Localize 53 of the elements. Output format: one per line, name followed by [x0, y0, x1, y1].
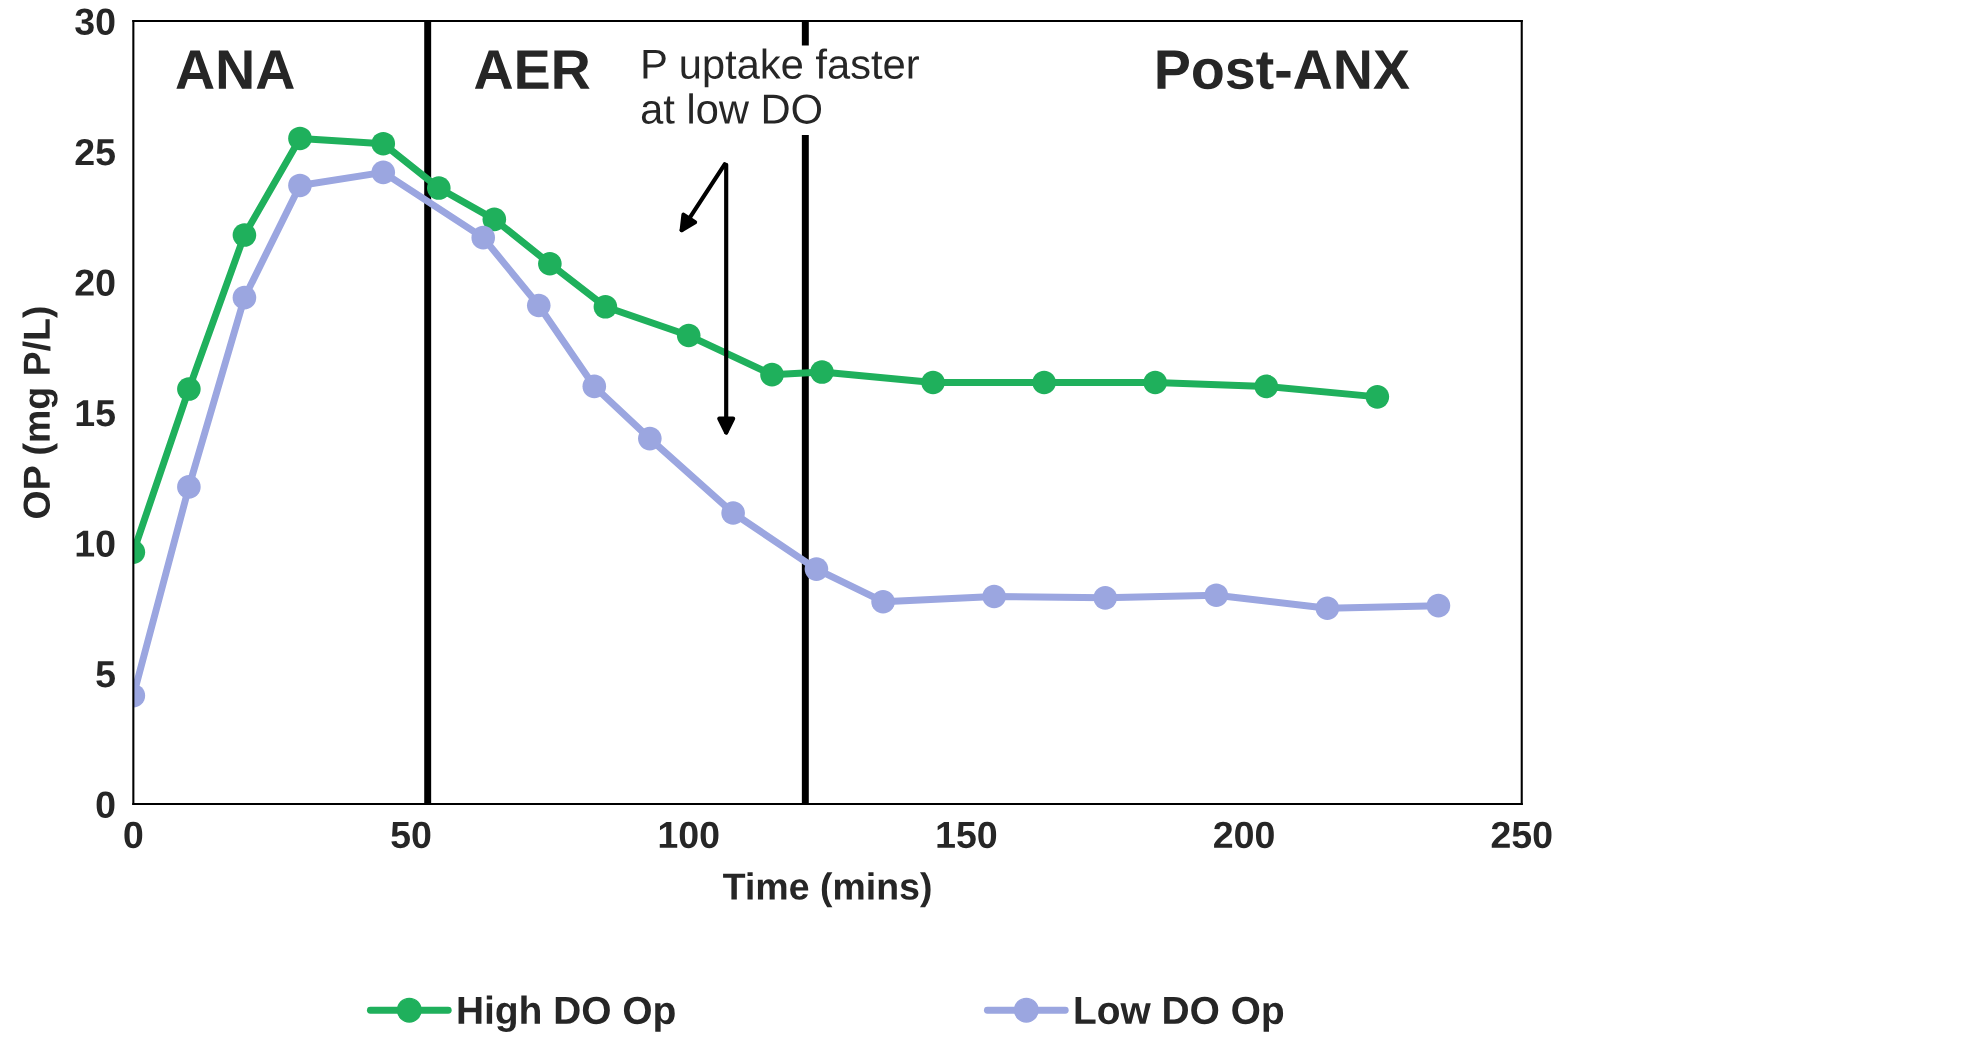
- point: [1204, 583, 1229, 608]
- point: [177, 475, 201, 499]
- point: [232, 285, 257, 310]
- y-tick-label: 25: [75, 138, 115, 166]
- point: [582, 374, 607, 399]
- y-tick-label: 30: [75, 8, 115, 36]
- point: [593, 295, 618, 319]
- point: [638, 426, 662, 451]
- y-tick-label: 15: [76, 400, 115, 427]
- x-tick-label: 100: [659, 821, 719, 849]
- point: [471, 225, 496, 250]
- point: [676, 323, 701, 348]
- point: [982, 584, 1006, 609]
- x-tick-label: 150: [937, 821, 997, 849]
- point: [288, 126, 312, 151]
- point: [721, 501, 745, 525]
- x-tick-label: 0: [124, 821, 143, 849]
- y-tick-label: 20: [75, 269, 115, 296]
- x-axis-title: Time (mins): [723, 872, 931, 908]
- point: [1365, 385, 1390, 409]
- point: [177, 377, 201, 401]
- annotation: ANA: [176, 50, 294, 89]
- point: [371, 131, 396, 156]
- point: [1093, 586, 1118, 610]
- x-tick-label: 200: [1214, 821, 1274, 849]
- point: [1143, 370, 1168, 395]
- point: [1254, 374, 1279, 399]
- point: [760, 362, 784, 387]
- legend-label: Low DO Op: [1075, 996, 1284, 1032]
- point: [921, 370, 945, 395]
- legend-label: High DO Op: [458, 995, 675, 1033]
- y-axis-title: OP (mg P/L): [22, 307, 58, 518]
- point: [526, 293, 551, 318]
- point: [1315, 596, 1340, 621]
- point: [371, 160, 396, 185]
- point: [804, 557, 829, 581]
- x-tick-label: 50: [391, 821, 431, 849]
- annotation: AER: [474, 50, 590, 89]
- point: [1426, 593, 1451, 618]
- point: [426, 176, 451, 200]
- point: [288, 173, 312, 198]
- point: [871, 589, 895, 614]
- point: [482, 207, 507, 232]
- point: [1032, 370, 1056, 395]
- point: [810, 360, 834, 384]
- y-tick-label: 0: [96, 791, 115, 818]
- point: [232, 223, 257, 247]
- annotation: Post-ANX: [1157, 50, 1410, 90]
- y-tick-label: 5: [96, 661, 115, 688]
- point: [538, 251, 562, 276]
- y-tick-label: 10: [76, 530, 115, 557]
- x-tick-label: 250: [1491, 821, 1552, 849]
- annotation: P uptake faster at low DO: [641, 48, 919, 124]
